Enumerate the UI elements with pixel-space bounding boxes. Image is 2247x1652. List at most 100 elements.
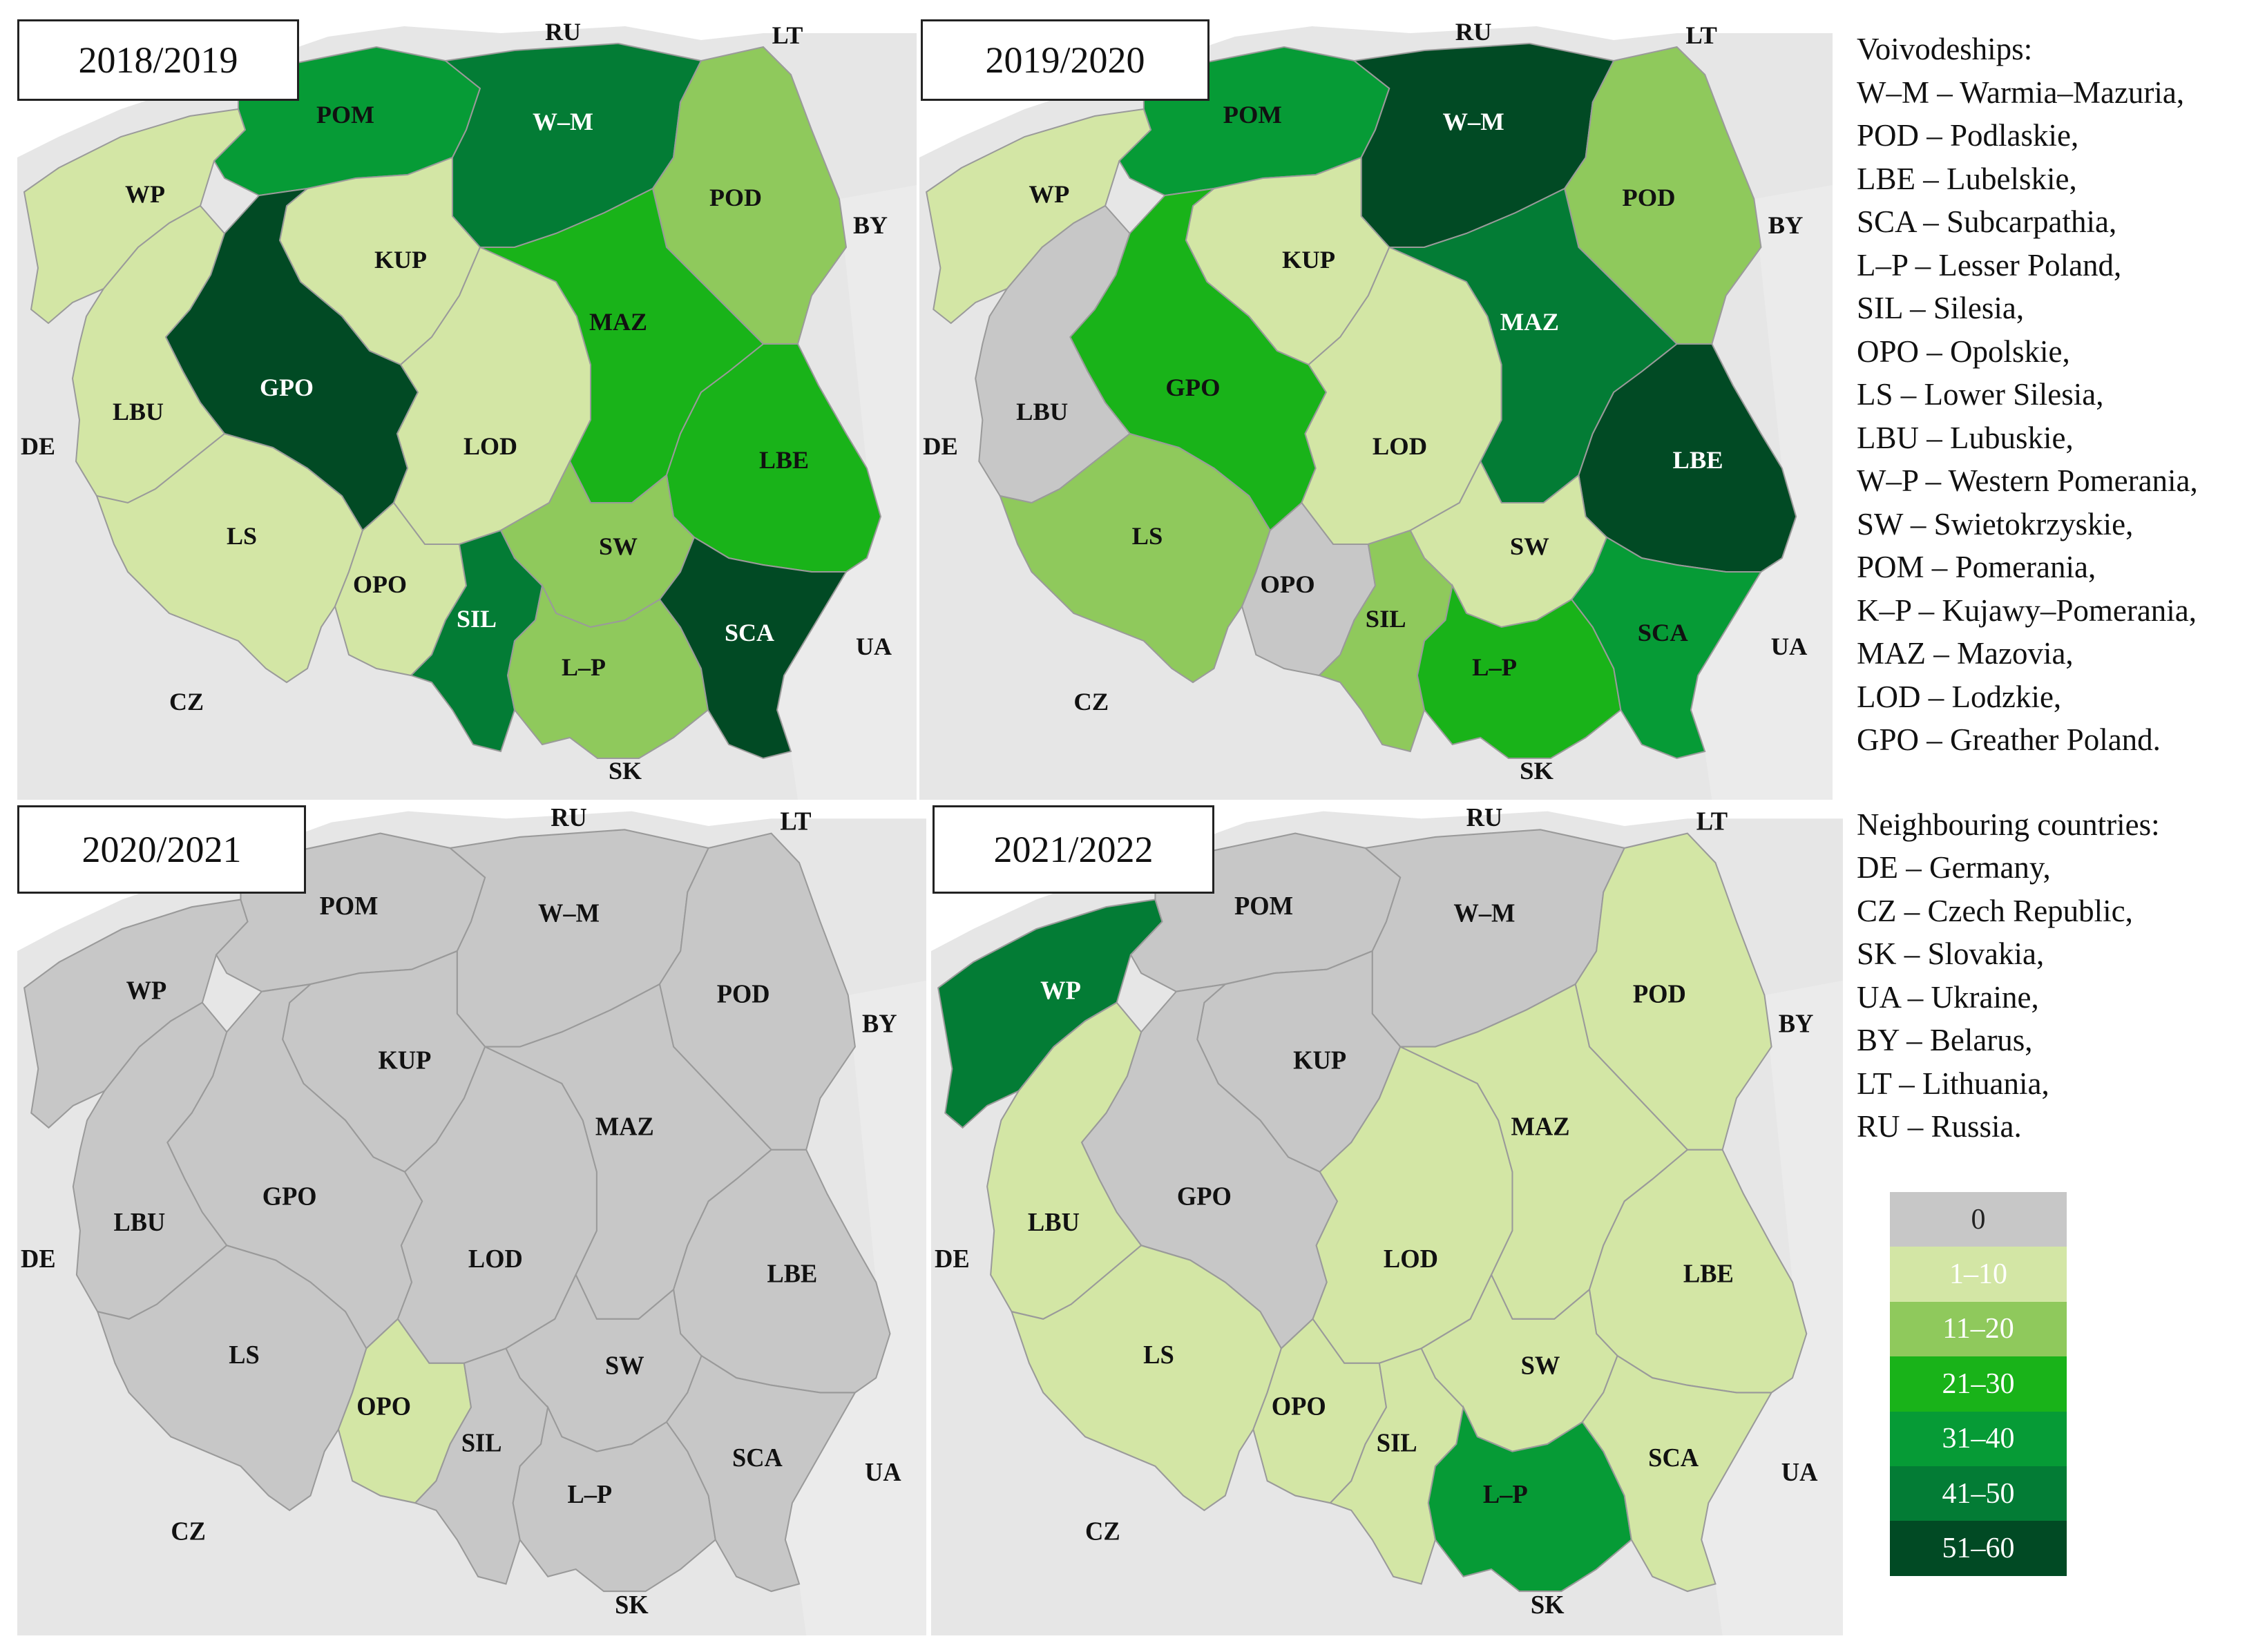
voivodeship-entry: W–P – Western Pomerania,	[1857, 463, 2198, 498]
country-label: RU	[1466, 804, 1503, 832]
country-entry: CZ – Czech Republic,	[1857, 893, 2133, 928]
voivodeship-entry: LS – Lower Silesia,	[1857, 377, 2104, 412]
region-sca	[1571, 536, 1763, 760]
country-label: UA	[856, 633, 892, 660]
season-label: 2021/2022	[933, 805, 1214, 894]
voivodeship-entry: LBE – Lubelskie,	[1857, 161, 2077, 196]
region-label: OPO	[353, 570, 407, 598]
country-entry: SK – Slovakia,	[1857, 937, 2045, 971]
country-label: UA	[1771, 633, 1808, 660]
neighbour-area-east	[1690, 185, 1833, 800]
region-label: LBE	[759, 446, 809, 474]
country-label: LT	[780, 807, 811, 836]
region-label: MAZ	[1500, 308, 1559, 336]
country-entry: RU – Russia.	[1857, 1109, 2022, 1144]
region-label: LS	[227, 522, 257, 550]
legend-swatch: 11–20	[1890, 1301, 2067, 1357]
region-label: LS	[1132, 522, 1163, 550]
map-svg: WP POM W–M POD KUP GPO LBU LOD MAZ LBE LS OPO SIL SW L…	[931, 804, 1843, 1635]
region-sca	[1581, 1354, 1773, 1593]
country-label: SK	[1531, 1591, 1565, 1620]
region-label: POM	[1234, 892, 1293, 921]
region-label: GPO	[262, 1182, 317, 1211]
region-ls	[96, 1245, 367, 1512]
region-label: L–P	[567, 1480, 612, 1509]
region-label: LBE	[767, 1260, 818, 1289]
map-panel-2019-2020: WP POM W–M POD KUP GPO LBU LOD MAZ LBE LS OPO SIL SW L…	[919, 19, 1833, 800]
country-label: DE	[21, 432, 55, 460]
region-ls	[1011, 1245, 1283, 1512]
region-label: L–P	[1472, 653, 1517, 681]
voivodeship-entry: LBU – Lubuskie,	[1857, 420, 2074, 455]
voivodeship-entry: GPO – Greather Poland.	[1857, 722, 2161, 757]
region-label: SCA	[732, 1443, 783, 1472]
legend-swatch: 51–60	[1890, 1521, 2067, 1576]
region-label: SCA	[725, 619, 774, 646]
map-svg: WP POM W–M POD KUP GPO LBU LOD MAZ LBE LS OPO SIL SW L…	[919, 19, 1833, 800]
country-label: DE	[923, 432, 958, 460]
country-label: RU	[551, 804, 587, 832]
region-label: LBE	[1672, 446, 1723, 474]
region-label: WP	[125, 180, 165, 208]
region-label: W–M	[1453, 899, 1515, 928]
country-label: CZ	[1085, 1517, 1120, 1546]
region-label: LBU	[1028, 1208, 1080, 1237]
region-label: OPO	[1260, 570, 1314, 598]
region-label: LBU	[1016, 398, 1068, 425]
map-panel-2020-2021: WP POM W–M POD KUP GPO LBU LOD MAZ LBE LS OPO SIL SW L…	[17, 804, 926, 1635]
map-svg: WP POM W–M POD KUP GPO LBU LOD MAZ LBE LS OPO SIL SW L…	[17, 19, 917, 800]
country-label: UA	[1781, 1458, 1818, 1487]
region-label: POM	[1223, 101, 1282, 128]
region-label: POM	[316, 101, 374, 128]
region-label: KUP	[374, 246, 427, 273]
region-label: POM	[320, 892, 379, 921]
map-panel-2021-2022: WP POM W–M POD KUP GPO LBU LOD MAZ LBE LS OPO SIL SW L…	[931, 804, 1843, 1635]
region-label: SW	[1521, 1352, 1560, 1381]
region-label: L–P	[1483, 1480, 1528, 1509]
region-label: POD	[1622, 184, 1675, 211]
voivodeship-entry: POM – Pomerania,	[1857, 550, 2096, 584]
voivodeship-entry: SIL – Silesia,	[1857, 291, 2025, 325]
countries-title: Neighbouring countries:	[1857, 807, 2160, 842]
voivodeship-entry: LOD – Lodzkie,	[1857, 679, 2062, 714]
region-label: LBU	[113, 398, 164, 425]
region-label: L–P	[562, 653, 606, 681]
country-entry: BY – Belarus,	[1857, 1023, 2033, 1057]
countries-list: DE – Germany, CZ – Czech Republic, SK – Sl…	[1857, 846, 2244, 1149]
legend-swatch: 31–40	[1890, 1411, 2067, 1466]
voivodeship-entry: MAZ – Mazovia,	[1857, 636, 2074, 671]
region-label: LOD	[1373, 432, 1427, 460]
region-label: WP	[126, 977, 167, 1006]
legend-swatch: 21–30	[1890, 1356, 2067, 1412]
voivodeship-entry: L–P – Lesser Poland,	[1857, 247, 2122, 282]
country-label: BY	[853, 211, 888, 239]
region-label: POD	[709, 184, 762, 211]
region-label: LOD	[468, 1245, 523, 1274]
region-label: GPO	[1177, 1182, 1232, 1211]
neighbour-area-east	[777, 185, 917, 800]
country-label: CZ	[171, 1517, 206, 1546]
region-label: LBU	[113, 1208, 165, 1237]
voivodeship-entry: W–M – Warmia–Mazuria,	[1857, 75, 2185, 110]
country-label: SK	[615, 1591, 649, 1620]
region-label: WP	[1029, 180, 1069, 208]
voivodeship-entry: SW – Swietokrzyskie,	[1857, 506, 2134, 541]
country-label: LT	[1685, 21, 1717, 49]
region-label: SIL	[1366, 605, 1406, 633]
region-label: SIL	[457, 605, 497, 633]
region-ls	[95, 432, 364, 684]
region-label: SIL	[1377, 1429, 1417, 1458]
region-label: POD	[1633, 980, 1686, 1009]
region-label: GPO	[260, 374, 314, 401]
voivodeship-entry: SCA – Subcarpathia,	[1857, 204, 2117, 239]
region-label: LOD	[1384, 1245, 1438, 1274]
neighbour-area-east	[1701, 980, 1843, 1635]
voivodeship-entry: K–P – Kujawy–Pomerania,	[1857, 593, 2197, 628]
region-label: KUP	[1282, 246, 1335, 273]
color-legend: 0 1–10 11–20 21–30 31–40 41–50 51–60	[1890, 1192, 2067, 1576]
region-label: LS	[1143, 1341, 1174, 1370]
region-label: SW	[1510, 532, 1549, 560]
glossary: Voivodeships: W–M – Warmia–Mazuria, POD –…	[1857, 28, 2244, 1149]
region-l-p	[512, 1405, 716, 1593]
region-label: WP	[1040, 977, 1081, 1006]
